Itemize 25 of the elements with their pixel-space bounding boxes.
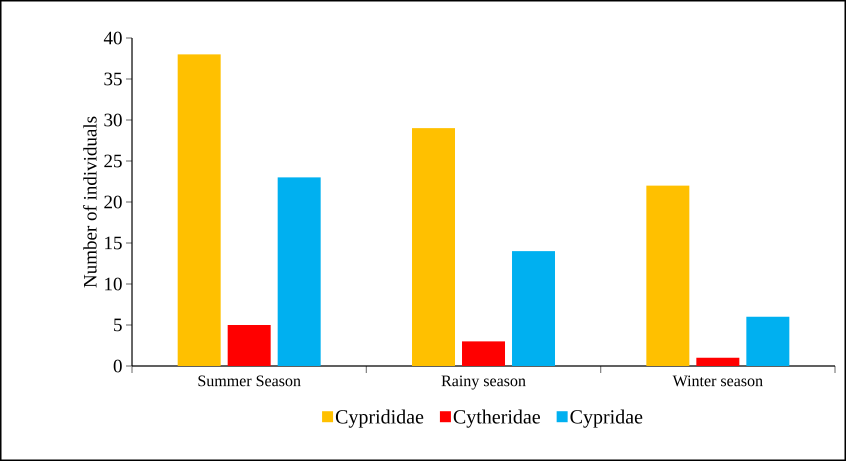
x-tick-label: Summer Season	[198, 376, 301, 386]
bar	[228, 324, 271, 366]
y-tick-label: 30	[104, 114, 122, 126]
legend-label: Cypridae	[570, 410, 642, 428]
bar	[746, 316, 790, 366]
y-tick-label: 35	[104, 72, 122, 86]
y-tick-label: 20	[104, 196, 122, 208]
legend-label: Cyprididae	[336, 410, 424, 428]
x-tick-label: Winter season	[672, 376, 763, 386]
y-tick-label: 5	[114, 318, 122, 332]
y-tick-label: 10	[105, 278, 122, 290]
y-tick-label: 0	[114, 360, 122, 372]
bar	[512, 251, 556, 366]
bar	[278, 177, 321, 366]
y-axis-title: Number of individuals	[83, 116, 97, 288]
x-tick-label: Rainy season	[442, 376, 526, 390]
y-tick-label: 15	[105, 236, 122, 250]
bar	[412, 128, 456, 366]
y-tick-label: 40	[104, 32, 122, 44]
bar	[462, 341, 506, 366]
bar	[696, 358, 740, 366]
y-tick-label: 25	[104, 154, 122, 168]
bar	[646, 186, 690, 366]
bar	[178, 54, 221, 366]
legend-label: Cytheridae	[454, 410, 540, 428]
